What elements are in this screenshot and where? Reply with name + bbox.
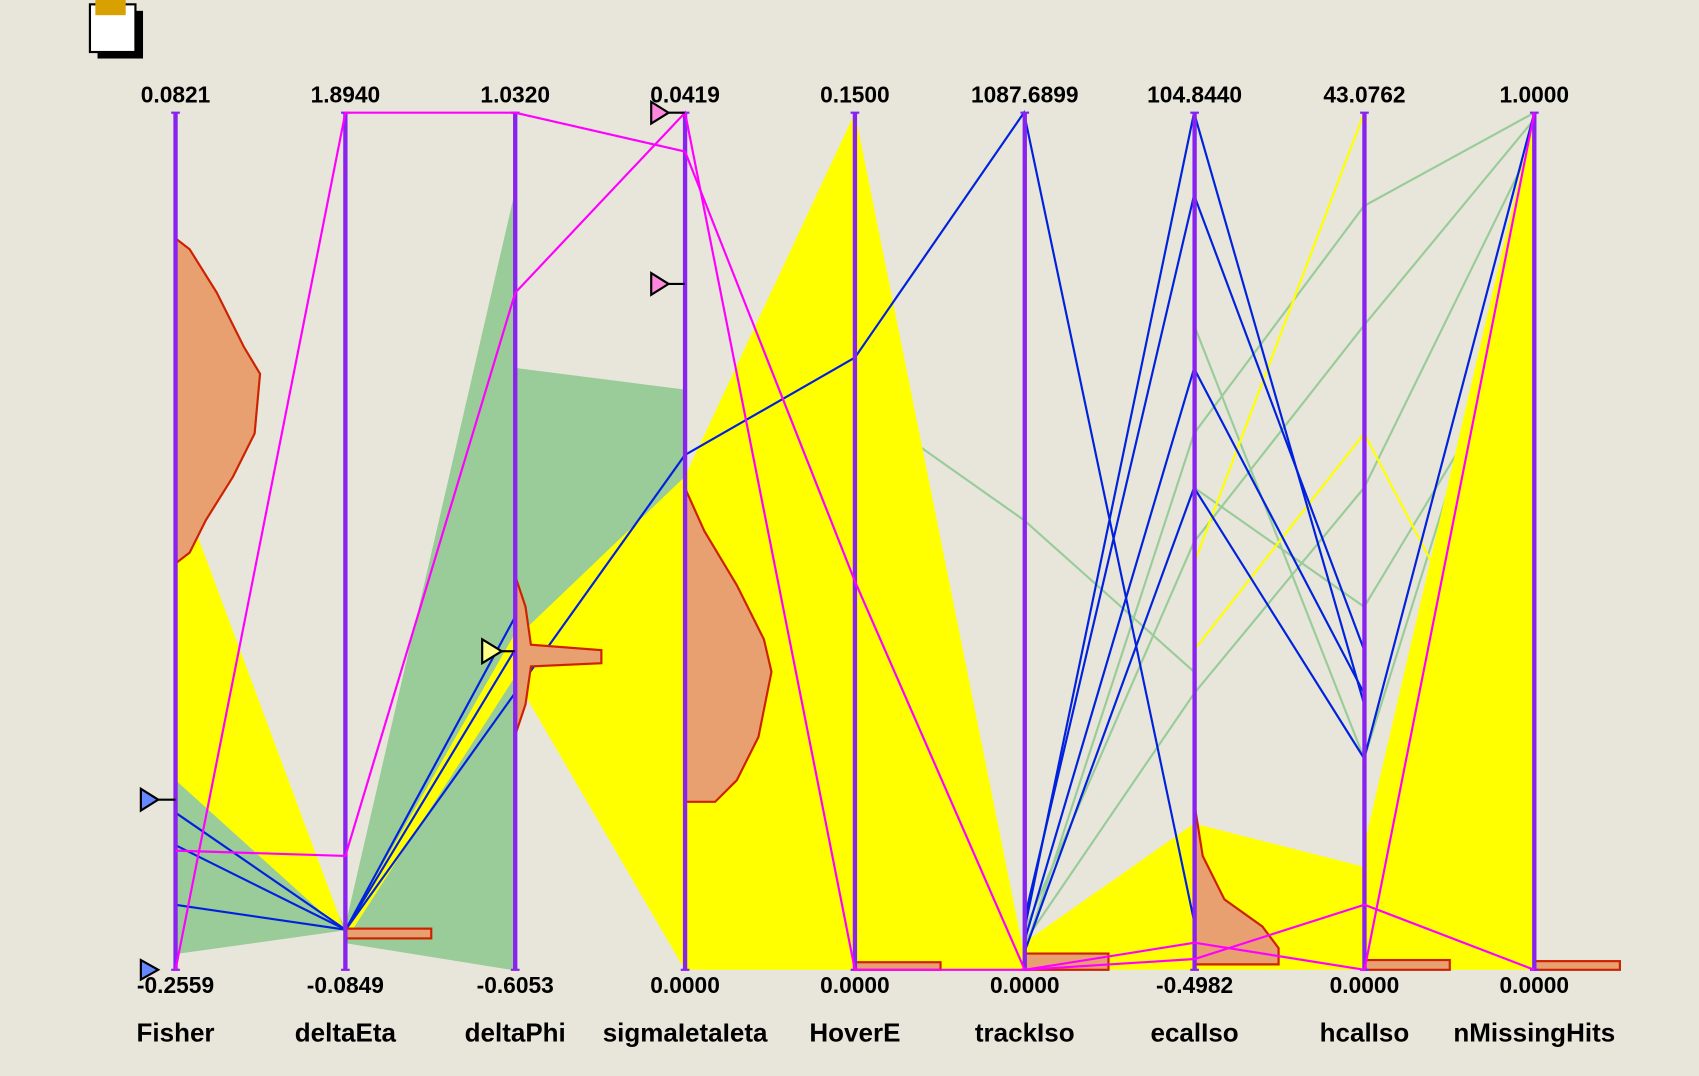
window-icon	[88, 0, 144, 59]
tick-label: 104.8440	[1147, 81, 1242, 107]
histograms	[174, 236, 1621, 971]
tick-label: -0.6053	[477, 972, 554, 998]
axes: -0.2559 0.0821 Fisher -0.0849 1.8940 deltaEta…	[137, 81, 1616, 1047]
tick-label: 1.0000	[1500, 81, 1570, 107]
axis-label: trackIso	[975, 1018, 1075, 1048]
tick-label: 0.0000	[1500, 972, 1570, 998]
data-line	[175, 110, 1536, 972]
tick-label: 0.1500	[820, 81, 890, 107]
axis-label: hcalIso	[1320, 1018, 1410, 1048]
tick-label: 0.0000	[990, 972, 1060, 998]
markers	[139, 99, 685, 982]
axis-label: Fisher	[137, 1018, 215, 1048]
tick-label: 1087.6899	[971, 81, 1079, 107]
tick-label: 0.0000	[650, 972, 720, 998]
tick-label: 43.0762	[1323, 81, 1405, 107]
tick-label: -0.2559	[137, 972, 214, 998]
tick-label: -0.0849	[307, 972, 384, 998]
axis-label: HoverE	[809, 1018, 900, 1048]
tick-label: 0.0821	[141, 81, 211, 107]
tick-label: 0.0000	[820, 972, 890, 998]
tick-label: 1.8940	[311, 81, 381, 107]
axis-label: nMissingHits	[1453, 1018, 1615, 1048]
tick-label: -0.4982	[1156, 972, 1233, 998]
axis-label: deltaPhi	[465, 1018, 566, 1048]
tick-label: 0.0419	[650, 81, 720, 107]
axis-label: sigmaIetaIeta	[603, 1018, 768, 1048]
data-line	[174, 111, 1535, 971]
tick-label: 0.0000	[1330, 972, 1400, 998]
tick-label: 1.0320	[480, 81, 550, 107]
axis-label: ecalIso	[1151, 1018, 1239, 1048]
axis-label: deltaEta	[295, 1018, 397, 1048]
lines	[174, 110, 1536, 972]
